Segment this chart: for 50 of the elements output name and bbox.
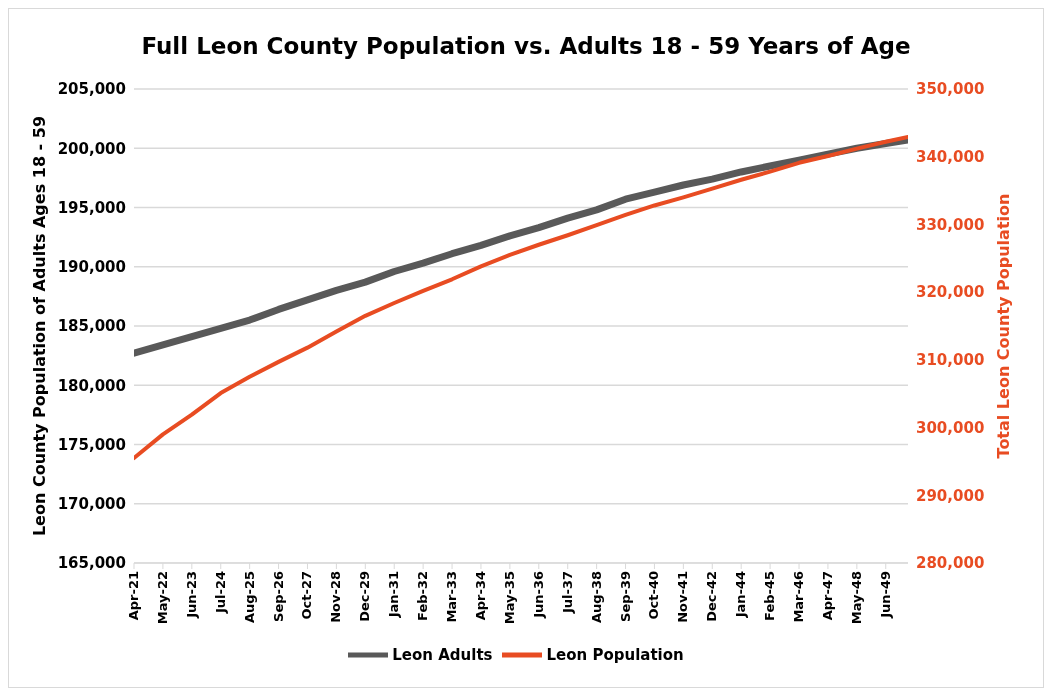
chart-title: Full Leon County Population vs. Adults 18 - 59 Years of Age xyxy=(140,33,912,61)
x-tick-label: Apr-21 xyxy=(126,571,141,621)
x-tick-label: Apr-34 xyxy=(472,571,488,621)
x-tick-label: Apr-47 xyxy=(819,571,835,621)
x-tick-label: Jun-23 xyxy=(183,571,199,619)
x-tick-label: Mar-33 xyxy=(444,571,460,623)
y2-tick-label: 320,000 xyxy=(916,283,985,302)
y-tick-label: 205,000 xyxy=(57,80,126,99)
x-tick-label: Nov-41 xyxy=(675,571,691,623)
y2-tick-label: 280,000 xyxy=(916,554,985,573)
x-tick-label: Jun-36 xyxy=(530,571,546,619)
y2-tick-label: 300,000 xyxy=(916,418,985,437)
x-tick-label: Sep-26 xyxy=(270,571,286,622)
legend-label: Leon Population xyxy=(546,645,684,664)
x-tick-label: Oct-40 xyxy=(646,571,662,620)
x-tick-label: Jan-44 xyxy=(733,571,749,619)
y2-tick-label: 350,000 xyxy=(916,80,985,99)
x-tick-label: Oct-27 xyxy=(299,571,315,620)
x-tick-label: Sep-39 xyxy=(617,571,633,622)
y2-tick-label: 340,000 xyxy=(916,148,985,167)
x-tick-label: Dec-42 xyxy=(704,571,720,622)
x-tick-label: Feb-32 xyxy=(415,571,431,621)
y-axis-title: Leon County Population of Adults Ages 18 - 59 xyxy=(29,115,49,537)
y2-tick-label: 310,000 xyxy=(916,351,985,370)
legend-label: Leon Adults xyxy=(392,645,493,664)
x-tick-label: Dec-29 xyxy=(357,571,373,622)
x-tick-label: Mar-46 xyxy=(791,571,807,623)
y-tick-label: 175,000 xyxy=(57,435,126,454)
x-tick-label: May-48 xyxy=(848,571,864,625)
y-tick-label: 190,000 xyxy=(57,258,126,277)
x-tick-label: Jun-49 xyxy=(877,571,893,619)
x-tick-label: Feb-45 xyxy=(762,571,778,621)
y-tick-label: 195,000 xyxy=(57,198,126,217)
y2-axis-title: Total Leon County Population xyxy=(993,193,1013,459)
x-tick-label: May-35 xyxy=(501,571,517,625)
y-tick-label: 165,000 xyxy=(57,554,126,573)
x-tick-label: Aug-25 xyxy=(241,571,257,624)
x-tick-label: Aug-38 xyxy=(588,571,604,624)
x-tick-label: Jan-31 xyxy=(386,571,402,619)
y-tick-label: 200,000 xyxy=(57,139,126,158)
y-tick-label: 185,000 xyxy=(57,317,126,336)
y2-tick-label: 290,000 xyxy=(916,486,985,505)
x-tick-label: Nov-28 xyxy=(328,571,344,623)
y2-tick-label: 330,000 xyxy=(916,215,985,234)
y-tick-label: 180,000 xyxy=(57,376,126,395)
y-tick-label: 170,000 xyxy=(57,495,126,514)
x-tick-label: Jul-37 xyxy=(559,571,575,615)
line-series xyxy=(134,135,908,461)
x-tick-label: Jul-24 xyxy=(212,571,228,615)
x-tick-label: May-22 xyxy=(154,571,170,625)
